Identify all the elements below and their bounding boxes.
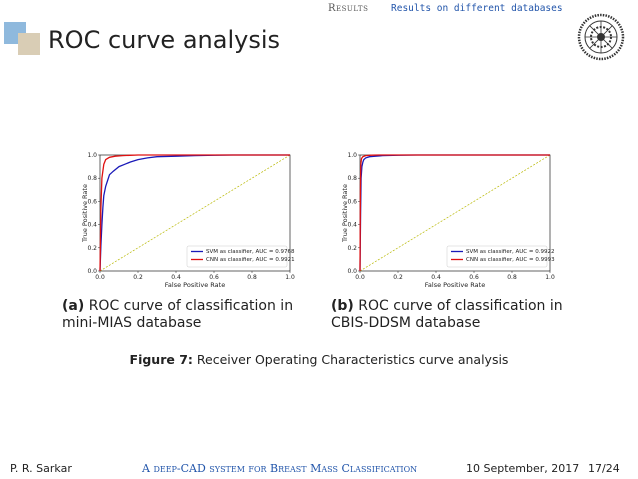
y-tick-label: 0.2 (347, 245, 357, 252)
subcaption-a-line2: mini-MIAS database (62, 315, 202, 331)
subcaption-a: (a) ROC curve of classification in mini-… (62, 298, 293, 332)
legend-label: CNN as classifier, AUC = 0.9993 (466, 257, 555, 263)
y-tick-label: 0.6 (87, 198, 97, 205)
legend-label: SVM as classifier, AUC = 0.9768 (206, 249, 295, 255)
y-tick-label: 0.6 (347, 198, 357, 205)
cnn-roc-line (99, 154, 290, 272)
decorative-square-tan (18, 33, 40, 55)
y-tick-label: 0.0 (347, 268, 357, 275)
x-tick-label: 0.0 (95, 274, 105, 281)
x-tick-label: 0.0 (355, 274, 365, 281)
footer-page-number[interactable]: 17/24 (588, 462, 620, 475)
subcaption-b-line1: ROC curve of classification in (358, 298, 563, 314)
subcaption-a-label: (a) (62, 298, 85, 314)
subcaption-b-line2: CBIS-DDSM database (331, 315, 481, 331)
footer-talk-title: A deep-CAD system for Breast Mass Classi… (142, 462, 418, 475)
cnn-roc-line (359, 154, 550, 272)
x-axis-label: False Positive Rate (165, 281, 225, 288)
x-tick-label: 0.2 (133, 274, 143, 281)
y-tick-label: 0.4 (87, 222, 97, 229)
y-tick-label: 1.0 (347, 152, 357, 159)
y-tick-label: 0.4 (347, 222, 357, 229)
x-tick-label: 1.0 (545, 274, 555, 281)
subcaption-a-line1: ROC curve of classification in (88, 298, 294, 314)
legend-label: CNN as classifier, AUC = 0.9921 (206, 257, 295, 263)
slide-title: ROC curve analysis (48, 26, 280, 54)
footer: P. R. Sarkar A deep-CAD system for Breas… (0, 462, 638, 479)
nav-subsection[interactable]: Results on different databases (391, 3, 563, 14)
legend-box (446, 245, 548, 268)
x-tick-label: 0.2 (393, 274, 403, 281)
institute-logo-icon (577, 13, 625, 61)
y-tick-label: 0.2 (87, 245, 97, 252)
y-tick-label: 1.0 (87, 152, 97, 159)
legend-label: SVM as classifier, AUC = 0.9922 (466, 249, 555, 255)
header-nav: Results Results on different databases (0, 2, 638, 16)
y-tick-label: 0.8 (87, 175, 97, 182)
x-tick-label: 0.4 (431, 274, 441, 281)
y-axis-label: True Positive Rate (341, 184, 349, 243)
figure-caption-text: Receiver Operating Characteristics curve… (196, 352, 509, 367)
x-tick-label: 0.6 (469, 274, 479, 281)
roc-chart-cbis-ddsm: 0.0 0.2 0.4 0.6 0.8 1.0 0.0 0.2 0.4 0.6 0.8 1.0 Fals… (341, 152, 555, 288)
subcaption-b-label: (b) (331, 298, 354, 314)
nav-section[interactable]: Results (328, 3, 369, 14)
chance-diagonal-line (99, 154, 291, 272)
x-tick-label: 0.8 (247, 274, 257, 281)
footer-date: 10 September, 2017 (466, 462, 580, 475)
y-axis-label: True Positive Rate (81, 184, 89, 243)
figure-caption-label: Figure 7: (129, 352, 193, 367)
x-tick-label: 0.6 (209, 274, 219, 281)
y-tick-label: 0.0 (87, 268, 97, 275)
x-tick-label: 0.8 (507, 274, 517, 281)
y-tick-label: 0.8 (347, 175, 357, 182)
footer-author: P. R. Sarkar (10, 462, 72, 475)
legend-box (186, 245, 288, 268)
figure-caption: Figure 7: Receiver Operating Characteris… (0, 352, 638, 367)
roc-chart-mias: 0.0 0.2 0.4 0.6 0.8 1.0 0.0 0.2 0.4 0.6 0.8 1.0 Fals… (81, 152, 295, 288)
chance-diagonal-line (359, 154, 551, 272)
x-tick-label: 1.0 (285, 274, 295, 281)
subcaption-b: (b) ROC curve of classification in CBIS-… (331, 298, 563, 332)
x-tick-label: 0.4 (171, 274, 181, 281)
x-axis-label: False Positive Rate (425, 281, 485, 288)
